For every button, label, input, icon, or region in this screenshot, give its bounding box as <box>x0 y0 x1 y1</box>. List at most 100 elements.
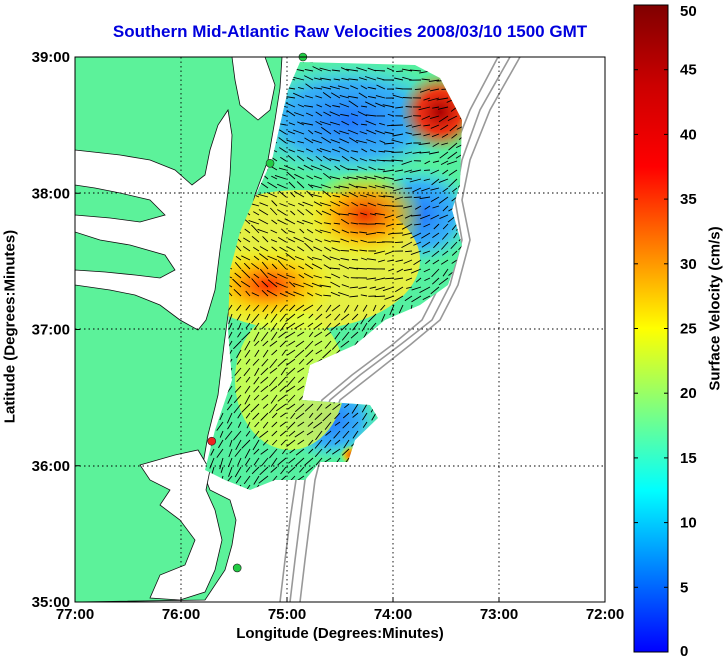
velocity-vector <box>279 430 287 437</box>
velocity-vector <box>280 466 287 475</box>
velocity-vector <box>382 286 395 292</box>
velocity-vector <box>421 232 431 239</box>
velocity-vector <box>312 256 323 261</box>
velocity-vector <box>389 304 395 316</box>
velocity-vector <box>432 232 440 238</box>
velocity-vector <box>270 304 278 314</box>
velocity-vector <box>322 92 332 99</box>
velocity-vector <box>361 105 368 108</box>
velocity-vector <box>392 94 404 99</box>
colorbar-tick-label: 0 <box>680 643 688 659</box>
velocity-vector <box>244 457 251 466</box>
velocity-vector <box>290 412 296 419</box>
velocity-vector <box>315 155 323 162</box>
velocity-vector <box>243 237 251 243</box>
velocity-vector <box>274 174 287 180</box>
velocity-vector <box>341 193 350 198</box>
velocity-vector <box>219 430 224 438</box>
velocity-vector <box>340 340 350 348</box>
velocity-vector <box>319 121 332 126</box>
velocity-vector <box>448 169 458 176</box>
velocity-vector <box>271 331 278 341</box>
velocity-vector <box>402 232 413 236</box>
velocity-vector <box>338 185 350 189</box>
velocity-vector <box>290 210 296 216</box>
velocity-vector <box>342 412 350 419</box>
velocity-vector <box>451 250 458 256</box>
velocity-vector <box>331 240 341 243</box>
velocity-vector <box>305 112 314 117</box>
velocity-vector <box>431 268 440 278</box>
velocity-vector <box>279 322 287 332</box>
velocity-vector <box>303 75 314 81</box>
velocity-vector <box>235 439 242 451</box>
velocity-vector <box>378 195 386 198</box>
velocity-vector <box>322 190 332 198</box>
velocity-vector <box>396 70 404 73</box>
velocity-vector <box>319 202 332 207</box>
velocity-vector <box>313 77 323 81</box>
velocity-vector <box>392 187 404 192</box>
velocity-vector <box>322 254 332 261</box>
velocity-vector <box>226 412 233 424</box>
velocity-vector <box>269 340 278 347</box>
velocity-vector <box>415 277 422 283</box>
velocity-vector <box>251 278 260 288</box>
chart-title: Southern Mid-Atlantic Raw Velocities 200… <box>112 22 588 41</box>
velocity-vector <box>268 376 278 387</box>
velocity-vector <box>334 421 341 426</box>
velocity-vector <box>302 201 314 207</box>
velocity-vector <box>324 103 332 108</box>
velocity-vector <box>279 340 287 348</box>
velocity-vector <box>351 313 359 321</box>
velocity-vector <box>351 150 359 153</box>
velocity-vector <box>245 358 251 365</box>
velocity-vector <box>411 124 422 128</box>
velocity-vector <box>427 97 440 102</box>
velocity-vector <box>303 273 314 279</box>
velocity-vector <box>254 349 260 357</box>
velocity-vector <box>253 304 260 312</box>
velocity-vector <box>405 177 413 180</box>
velocity-vector <box>288 149 296 153</box>
velocity-vector <box>254 340 260 347</box>
velocity-vector <box>297 246 305 252</box>
velocity-vector <box>270 239 278 243</box>
velocity-vector <box>315 238 323 243</box>
velocity-vector <box>279 304 287 313</box>
velocity-vector <box>330 139 341 144</box>
velocity-vector <box>324 439 332 449</box>
velocity-vector <box>310 165 323 171</box>
velocity-vector <box>303 304 314 312</box>
velocity-vector <box>421 115 431 120</box>
velocity-vector <box>419 88 431 93</box>
velocity-vector <box>356 267 368 270</box>
velocity-vector <box>253 376 260 385</box>
velocity-vector <box>314 412 323 421</box>
velocity-vector <box>404 169 413 173</box>
velocity-vector <box>306 229 314 234</box>
velocity-vector <box>413 196 422 199</box>
velocity-vector <box>305 83 314 90</box>
velocity-vector <box>358 286 368 289</box>
velocity-vector <box>269 367 278 374</box>
velocity-vector <box>330 201 341 207</box>
velocity-vector <box>287 376 296 386</box>
velocity-vector <box>324 246 332 252</box>
velocity-vector <box>384 295 395 300</box>
velocity-vector <box>244 394 251 405</box>
velocity-vector <box>341 331 350 341</box>
velocity-vector <box>260 448 269 455</box>
velocity-vector <box>384 150 395 153</box>
velocity-vector <box>439 214 449 220</box>
velocity-vector <box>287 394 296 403</box>
velocity-vector <box>276 403 287 412</box>
velocity-vector <box>363 331 368 339</box>
velocity-vector <box>258 209 269 216</box>
velocity-vector <box>371 412 377 421</box>
velocity-vector <box>352 322 359 331</box>
velocity-vector <box>224 430 233 440</box>
velocity-vector <box>311 193 323 198</box>
velocity-vector <box>308 448 314 454</box>
velocity-vector <box>210 448 215 456</box>
